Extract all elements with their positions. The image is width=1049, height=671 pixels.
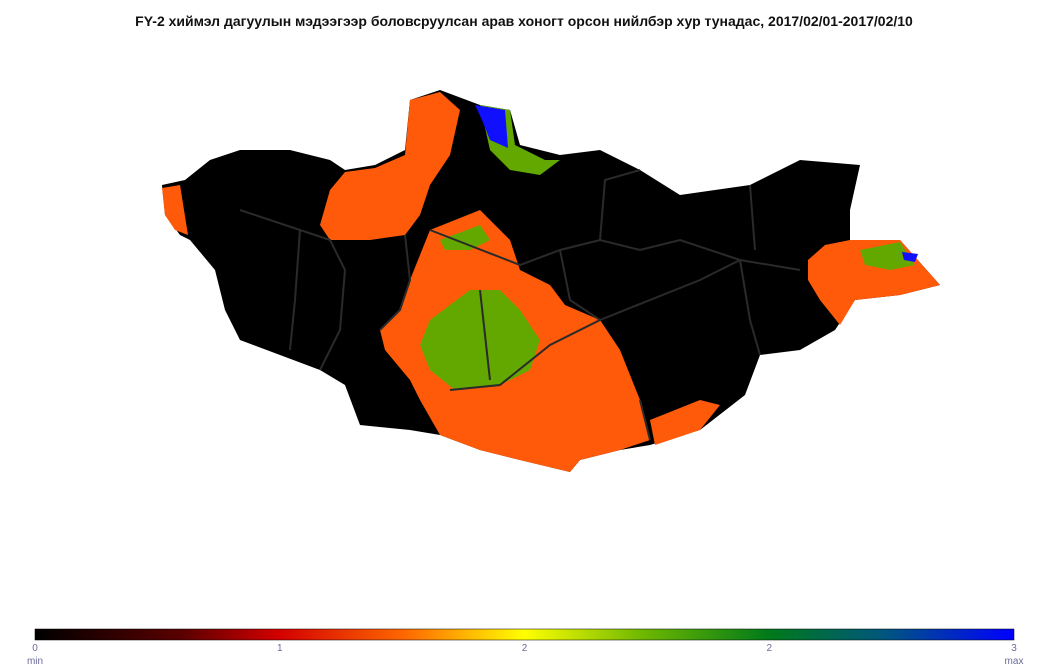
colorbar-tick-label: 2 (522, 643, 528, 654)
map-title: FY-2 хиймэл дагуулын мэдээгээр боловсруу… (135, 13, 913, 29)
legend-min-label: min (27, 656, 43, 666)
precip-area (902, 252, 918, 262)
precip-area (860, 242, 915, 270)
country-map (162, 90, 940, 472)
precip-area (162, 185, 188, 235)
precip-area (475, 105, 508, 148)
precip-area (440, 225, 490, 250)
precip-area (320, 92, 460, 240)
province-borders (239, 169, 801, 441)
precip-area (420, 290, 540, 390)
colorbar-tick-label: 0 (32, 643, 38, 654)
colorbar-tick-label: 3 (1011, 643, 1017, 654)
precip-area (650, 400, 720, 445)
colorbar (34, 628, 1015, 641)
colorbar-gradient (34, 628, 1015, 641)
legend-max-label: max (1005, 656, 1024, 666)
colorbar-tick-label: 2 (766, 643, 772, 654)
colorbar-ticks: 0 1 2 2 3 (32, 643, 1017, 654)
colorbar-tick-label: 1 (277, 643, 283, 654)
